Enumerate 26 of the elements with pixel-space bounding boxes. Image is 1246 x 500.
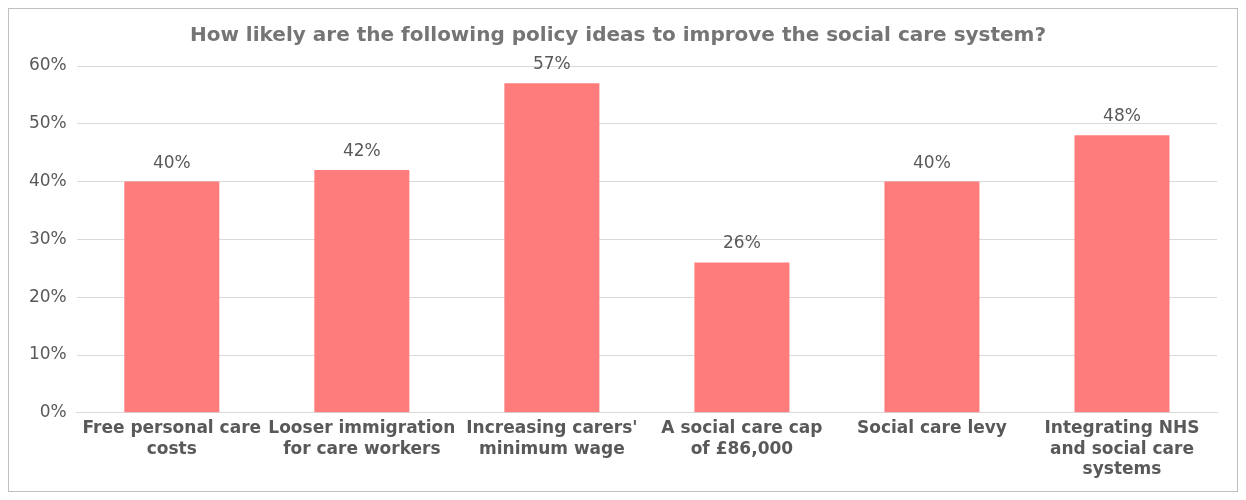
bar bbox=[1074, 135, 1170, 413]
data-label: 26% bbox=[723, 232, 761, 253]
y-tick-label: 60% bbox=[28, 54, 67, 75]
bar bbox=[314, 170, 410, 413]
data-label: 42% bbox=[342, 139, 381, 160]
bar bbox=[884, 181, 980, 413]
chart-title: How likely are the following policy ideas to improve the social care system? bbox=[189, 22, 1047, 47]
y-tick-label: 10% bbox=[28, 343, 67, 364]
bar bbox=[124, 181, 220, 413]
x-tick-label: Social care levy bbox=[856, 417, 1007, 438]
y-tick-label: 30% bbox=[28, 227, 67, 248]
y-tick-label: 20% bbox=[28, 285, 67, 306]
y-tick-label: 50% bbox=[28, 112, 67, 133]
y-tick-label: 0% bbox=[39, 401, 67, 422]
data-label: 40% bbox=[913, 151, 951, 172]
x-tick-label: Increasing carers' minimum wage bbox=[466, 417, 638, 458]
data-label: 40% bbox=[152, 151, 191, 172]
x-tick-label: A social care cap of £86,000 bbox=[661, 417, 823, 458]
y-tick-label: 40% bbox=[28, 170, 67, 191]
data-label: 48% bbox=[1103, 105, 1141, 126]
data-label: 57% bbox=[532, 53, 571, 74]
bar bbox=[694, 262, 790, 413]
x-tick-label: Looser immigration for care workers bbox=[268, 417, 456, 458]
bar bbox=[504, 83, 600, 413]
x-tick-label: Free personal care costs bbox=[82, 417, 262, 458]
x-tick-label: Integrating NHS and social care systems bbox=[1044, 417, 1200, 479]
